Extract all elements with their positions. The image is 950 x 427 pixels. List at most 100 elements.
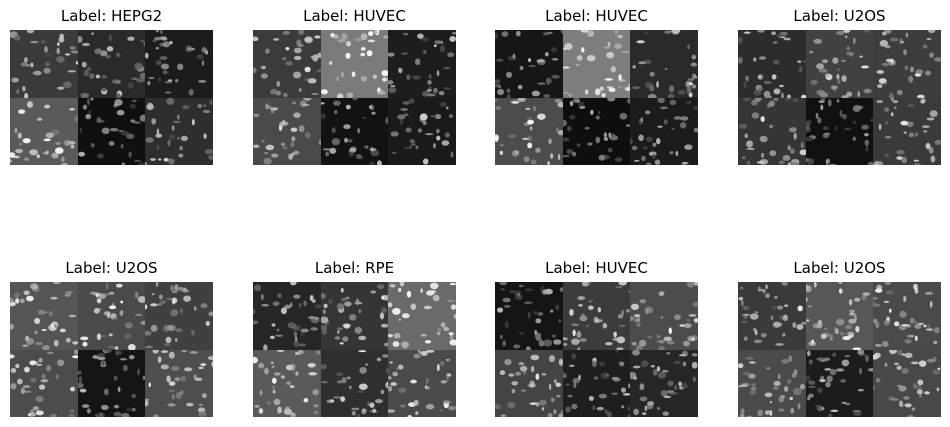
image-tile — [873, 282, 941, 350]
image-tile — [77, 349, 146, 417]
image-tile — [145, 349, 213, 417]
image-tile — [253, 97, 321, 165]
image-tile — [562, 349, 631, 417]
cell-mosaic-image — [10, 30, 213, 165]
cell-texture — [630, 349, 698, 416]
cell-texture — [496, 282, 563, 350]
cell-texture — [10, 100, 78, 165]
cell-texture — [391, 97, 454, 165]
cell-texture — [79, 282, 146, 350]
image-tile — [630, 97, 698, 165]
image-tile — [320, 30, 389, 98]
image-tile — [630, 282, 698, 350]
image-tile — [388, 349, 456, 417]
panel-title: Label: HUVEC — [545, 7, 648, 25]
image-tile — [805, 97, 874, 165]
image-tile — [145, 97, 213, 165]
cell-texture — [253, 282, 321, 350]
image-tile — [873, 30, 941, 98]
cell-texture — [562, 349, 631, 417]
cell-texture — [320, 284, 389, 347]
cell-texture — [805, 282, 870, 350]
cell-texture — [388, 349, 456, 417]
panel-title: Label: U2OS — [793, 259, 886, 277]
cell-texture — [253, 97, 321, 165]
image-tile — [562, 282, 631, 350]
image-tile — [253, 349, 321, 417]
cell-texture — [808, 30, 872, 98]
cell-texture — [77, 349, 146, 417]
cell-texture — [630, 97, 698, 165]
cell-texture — [145, 349, 213, 417]
cell-texture — [562, 30, 631, 98]
image-tile — [805, 349, 874, 417]
cell-texture — [10, 282, 78, 350]
cell-mosaic-image — [253, 282, 456, 417]
cell-texture — [495, 354, 563, 417]
image-tile — [145, 30, 213, 98]
image-tile — [10, 282, 78, 350]
image-tile — [388, 30, 456, 98]
image-tile — [873, 349, 941, 417]
cell-texture — [738, 97, 806, 165]
panel-title: Label: HEPG2 — [60, 7, 163, 25]
cell-texture — [630, 282, 698, 350]
cell-mosaic-image — [253, 30, 456, 165]
image-tile — [253, 30, 321, 98]
cell-texture — [10, 349, 78, 417]
cell-texture — [805, 349, 874, 417]
image-tile — [495, 97, 563, 165]
image-tile — [145, 282, 213, 350]
image-tile — [320, 282, 389, 350]
cell-texture — [876, 30, 941, 98]
panel-title: Label: HUVEC — [545, 259, 648, 277]
panel-title: Label: U2OS — [65, 259, 158, 277]
cell-texture — [873, 349, 941, 417]
cell-texture — [253, 349, 321, 417]
image-tile — [738, 97, 806, 165]
cell-mosaic-image — [495, 282, 698, 417]
cell-texture — [805, 97, 874, 165]
image-tile — [630, 30, 698, 98]
image-tile — [805, 30, 874, 98]
image-tile — [77, 30, 146, 98]
image-tile — [320, 97, 389, 165]
cell-texture — [145, 30, 209, 96]
image-tile — [495, 282, 563, 350]
cell-texture — [873, 97, 941, 165]
cell-texture — [738, 282, 806, 346]
cell-mosaic-image — [738, 30, 941, 165]
cell-texture — [320, 97, 389, 165]
image-tile — [10, 349, 78, 417]
cell-texture — [388, 282, 456, 349]
image-tile — [253, 282, 321, 350]
image-tile — [10, 97, 78, 165]
cell-texture — [253, 30, 321, 98]
cell-texture — [77, 32, 146, 98]
panel-title: Label: RPE — [314, 259, 395, 277]
cell-texture — [495, 97, 563, 165]
cell-texture — [738, 354, 806, 417]
cell-texture — [388, 32, 456, 97]
cell-texture — [320, 349, 389, 417]
image-tile — [805, 282, 874, 350]
cell-texture — [495, 30, 563, 98]
image-tile — [77, 97, 146, 165]
cell-texture — [738, 30, 806, 98]
image-tile — [10, 30, 78, 98]
image-tile — [388, 282, 456, 350]
image-tile — [320, 349, 389, 417]
cell-mosaic-image — [738, 282, 941, 417]
image-tile — [495, 349, 563, 417]
cell-texture — [320, 30, 389, 98]
cell-texture — [562, 97, 631, 162]
image-tile — [738, 282, 806, 350]
image-tile — [630, 349, 698, 417]
image-tile — [562, 30, 631, 98]
image-tile — [77, 282, 146, 350]
cell-texture — [10, 30, 78, 98]
cell-texture — [873, 282, 940, 348]
cell-texture — [77, 97, 146, 165]
cell-texture — [145, 282, 213, 349]
